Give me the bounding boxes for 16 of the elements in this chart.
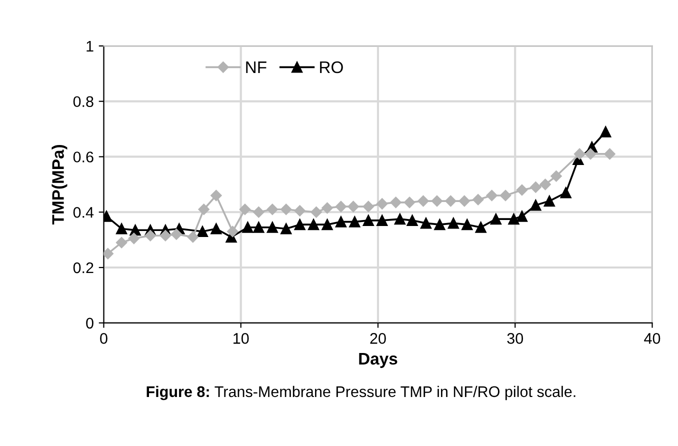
x-tick-label: 40	[644, 333, 660, 344]
y-tick-label: 0.4	[73, 206, 94, 218]
x-tick-label: 0	[100, 333, 108, 344]
caption: Figure 8: Trans-Membrane Pressure TMP in NF/RO pilot scale.	[146, 386, 576, 400]
y-tick-label: 1	[86, 40, 94, 52]
x-tick-label: 10	[234, 333, 249, 344]
legend-label: RO	[320, 61, 343, 74]
x-tick-label: 30	[507, 333, 524, 344]
x-tick-label: 20	[370, 333, 386, 344]
y-tick-label: 0	[86, 318, 94, 329]
y-tick-label: 0.6	[73, 152, 94, 162]
y-tick-label: 0.8	[73, 96, 94, 108]
legend-label: NF	[246, 62, 266, 74]
x-axis-title: Days	[359, 353, 398, 368]
y-axis-title: TMP(MPa)	[52, 144, 68, 225]
y-tick-label: 0.2	[73, 262, 94, 274]
